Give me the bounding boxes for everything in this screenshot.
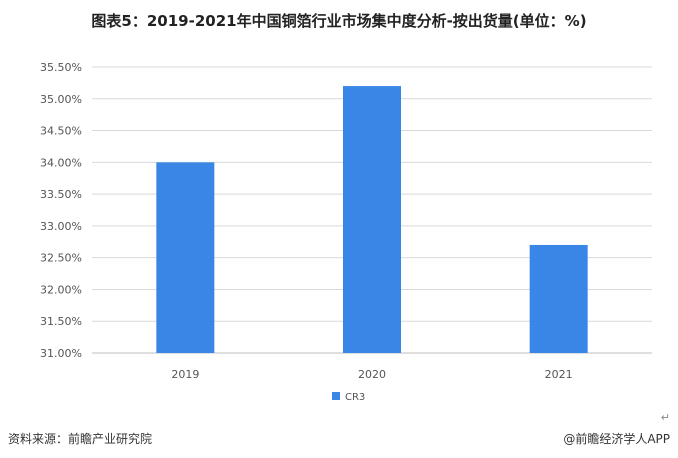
- x-tick-label: 2020: [358, 368, 386, 381]
- y-tick-label: 31.00%: [40, 347, 82, 360]
- y-tick-label: 34.50%: [40, 125, 82, 138]
- y-tick-label: 32.50%: [40, 252, 82, 265]
- bar-chart: 31.00% 31.50% 32.00% 32.50% 33.00% 33.50% 34.0…: [40, 61, 652, 403]
- chart-area: 31.00% 31.50% 32.00% 32.50% 33.00% 33.50% 34.0…: [0, 40, 678, 420]
- app-credit: @前瞻经济学人APP: [563, 432, 670, 446]
- y-tick-label: 31.50%: [40, 315, 82, 328]
- y-tick-label: 35.50%: [40, 61, 82, 74]
- y-tick-label: 35.00%: [40, 93, 82, 106]
- chart-title: 图表5：2019-2021年中国铜箔行业市场集中度分析-按出货量(单位：%): [91, 12, 587, 30]
- source-note: 资料来源：前瞻产业研究院: [8, 432, 153, 446]
- return-mark: ↵: [660, 411, 670, 424]
- y-tick-label: 33.50%: [40, 188, 82, 201]
- legend-label: CR3: [345, 392, 365, 403]
- legend-swatch: [332, 392, 340, 400]
- bar-2021: [529, 244, 588, 353]
- bar-2020: [343, 86, 401, 354]
- y-tick-label: 32.00%: [40, 283, 82, 296]
- x-tick-label: 2021: [545, 368, 573, 381]
- bar-2019: [156, 162, 215, 353]
- x-tick-label: 2019: [171, 368, 199, 381]
- y-tick-label: 33.00%: [40, 220, 82, 233]
- y-tick-label: 34.00%: [40, 156, 82, 169]
